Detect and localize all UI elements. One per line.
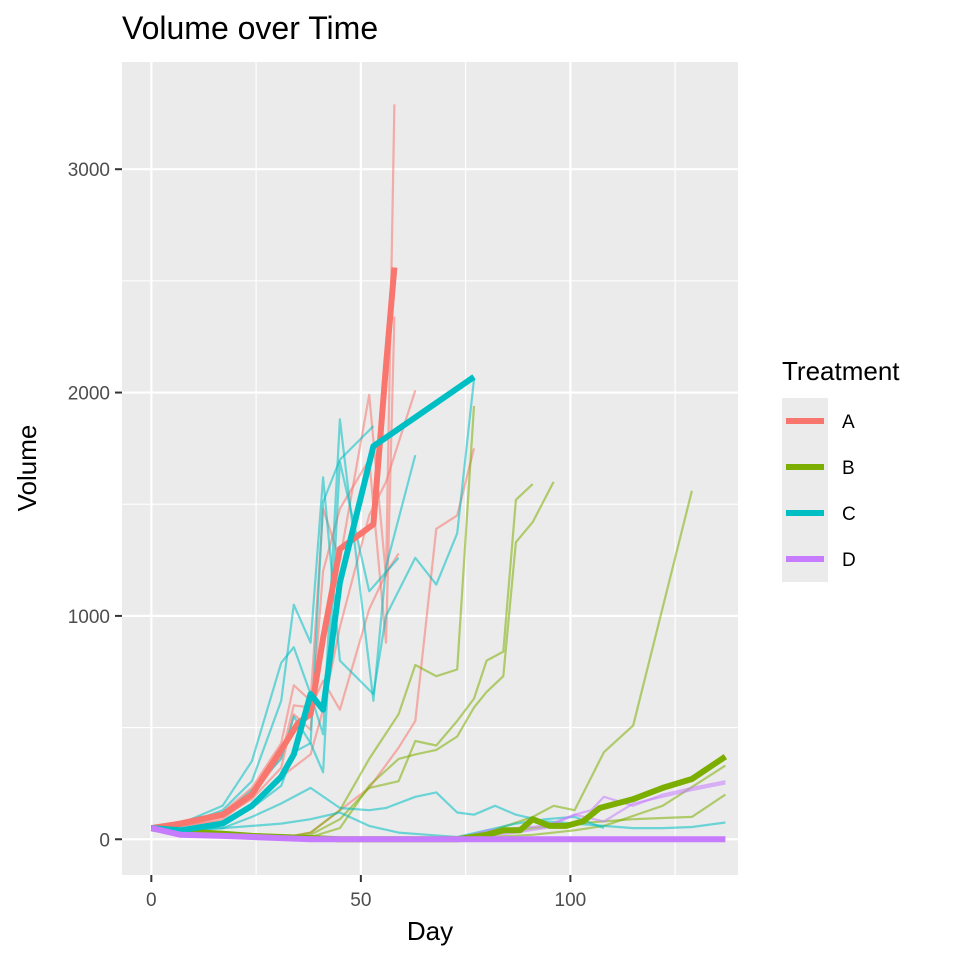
y-tick-label: 3000 (68, 160, 110, 181)
minor-gridlines (122, 62, 738, 875)
plot-panel (122, 62, 738, 875)
legend-label-c: C (842, 504, 856, 525)
individual-line-c (151, 786, 726, 832)
legend-title: Treatment (782, 356, 900, 386)
legend-label-b: B (842, 458, 855, 479)
legend-label-a: A (842, 412, 855, 433)
individual-line-c (151, 418, 417, 830)
x-tick-label: 50 (350, 890, 371, 911)
legend: Treatment A B C D (782, 356, 900, 582)
summary-line-c (151, 374, 476, 834)
legend-label-d: D (842, 550, 856, 571)
summary-series-lines (150, 267, 728, 843)
chart-title: Volume over Time (122, 10, 378, 46)
y-axis: 0 1000 2000 3000 (68, 160, 122, 851)
individual-line-a (151, 552, 400, 830)
summary-line-d (150, 825, 726, 843)
x-tick-label: 100 (555, 890, 587, 911)
y-tick-label: 2000 (68, 384, 110, 405)
individual-line-c (151, 379, 476, 830)
x-tick-label: 0 (146, 890, 157, 911)
y-axis-title: Volume (12, 425, 42, 512)
y-tick-label: 1000 (68, 607, 110, 628)
x-axis: 0 50 100 (146, 875, 586, 911)
legend-key-background (782, 398, 828, 582)
y-tick-label: 0 (99, 830, 110, 851)
x-axis-title: Day (407, 916, 453, 946)
